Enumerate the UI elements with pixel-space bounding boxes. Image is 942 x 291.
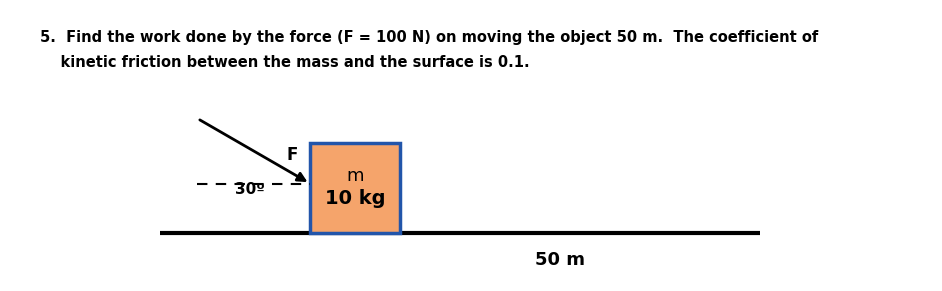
Text: kinetic friction between the mass and the surface is 0.1.: kinetic friction between the mass and th… [40, 55, 529, 70]
Text: 30º: 30º [236, 182, 266, 197]
Bar [310, 143, 400, 233]
Text: 50 m: 50 m [535, 251, 585, 269]
Text: 10 kg: 10 kg [325, 189, 385, 207]
Text: F: F [286, 146, 298, 164]
Text: 5.  Find the work done by the force (F = 100 N) on moving the object 50 m.  The : 5. Find the work done by the force (F = … [40, 30, 819, 45]
Text: m: m [347, 167, 364, 185]
